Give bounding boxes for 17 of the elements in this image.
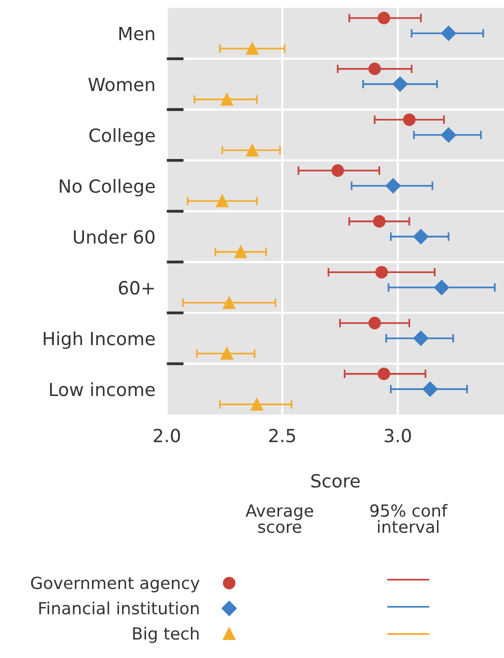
y-tick-label: Under 60	[74, 230, 155, 244]
y-tick-label: Women	[88, 78, 154, 92]
y-tick-label: Low income	[50, 382, 155, 396]
x-tick-label: 2.0	[154, 428, 180, 442]
y-tick-label: High Income	[44, 331, 155, 349]
legend-label: Big tech	[133, 626, 199, 643]
legend-label: Financial institution	[39, 602, 199, 614]
text: 95% conf interval	[370, 504, 448, 534]
x-axis-title: Score	[311, 474, 360, 488]
text: Average score	[246, 504, 314, 534]
x-tick-label: 2.5	[269, 428, 296, 442]
y-tick-label: College	[89, 128, 155, 146]
y-tick-label: No College	[60, 178, 155, 196]
legend-label: Government agency	[31, 576, 200, 592]
y-tick-label: Men	[119, 27, 154, 40]
x-tick-label: 3.0	[384, 428, 411, 442]
y-tick-label: 60+	[118, 280, 154, 295]
